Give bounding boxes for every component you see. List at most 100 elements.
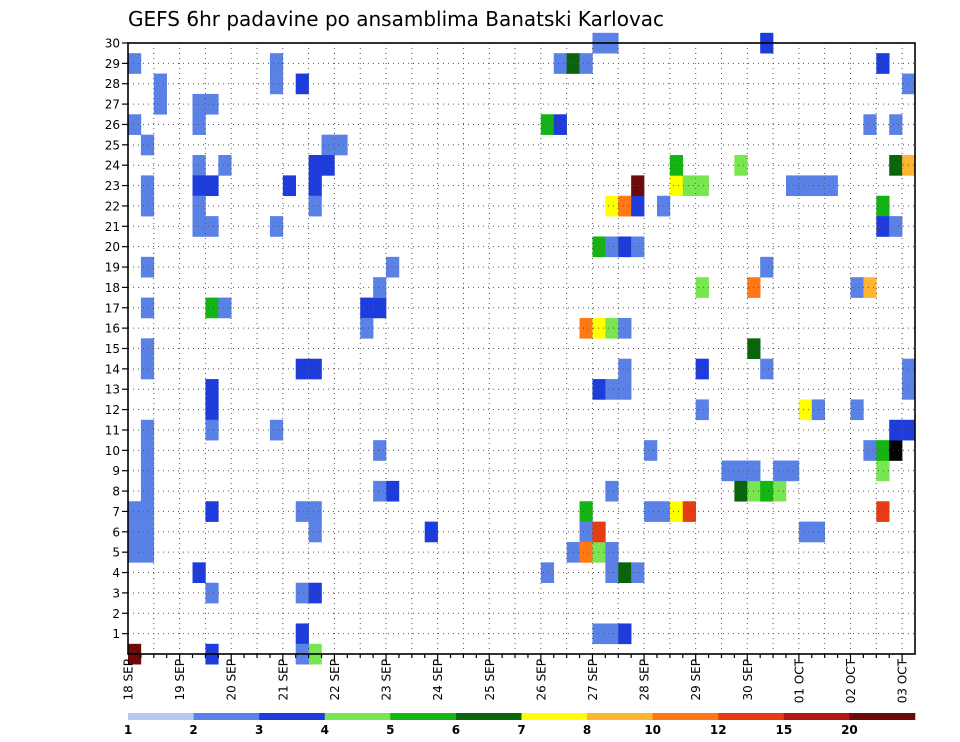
y-tick-label: 12 xyxy=(105,403,120,417)
y-tick-label: 4 xyxy=(112,566,120,580)
heatmap-cell xyxy=(269,73,284,95)
heatmap-cell xyxy=(140,440,155,461)
x-tick-label: 28 SEP xyxy=(638,659,652,701)
y-tick-label: 16 xyxy=(105,322,120,336)
heatmap-cell xyxy=(540,562,555,584)
heatmap-cell xyxy=(785,175,800,197)
heatmap-cell xyxy=(682,501,696,522)
x-tick-label: 18 SEP xyxy=(122,659,136,701)
y-tick-label: 27 xyxy=(105,98,120,112)
x-tick-label: 30 SEP xyxy=(741,659,755,701)
legend-swatch xyxy=(718,713,785,720)
heatmap-cell xyxy=(373,440,387,461)
heatmap-cell xyxy=(644,501,658,522)
heatmap-cell xyxy=(128,114,142,135)
legend-swatch xyxy=(521,713,588,720)
legend-level-label: 4 xyxy=(321,723,329,737)
heatmap-cell xyxy=(592,317,606,339)
heatmap-cell xyxy=(140,134,155,156)
heatmap-cell xyxy=(540,114,555,135)
heatmap-cell xyxy=(863,114,877,135)
y-tick-label: 25 xyxy=(105,138,120,152)
legend-swatch xyxy=(193,713,260,720)
heatmap-cell xyxy=(360,317,374,339)
x-tick-label: 27 SEP xyxy=(586,659,600,701)
legend-swatch xyxy=(587,713,653,720)
heatmap-cell xyxy=(218,155,232,176)
heatmap-cell xyxy=(140,501,155,522)
heatmap-cell xyxy=(631,195,645,217)
heatmap-cell xyxy=(140,419,155,441)
heatmap-cell xyxy=(682,175,696,197)
heatmap-cell xyxy=(695,175,709,197)
heatmap-cell xyxy=(889,216,903,237)
heatmap-cell xyxy=(386,256,400,278)
y-tick-label: 26 xyxy=(105,118,120,132)
y-tick-label: 11 xyxy=(105,423,120,437)
heatmap-cell xyxy=(295,358,309,380)
heatmap-cell xyxy=(695,399,709,421)
heatmap-cell xyxy=(205,582,219,604)
heatmap-cell xyxy=(644,440,658,461)
heatmap-cell xyxy=(192,175,206,197)
heatmap-cell xyxy=(760,480,774,502)
chart-title: GEFS 6hr padavine po ansamblima Banatski… xyxy=(128,7,664,31)
heatmap-cell xyxy=(140,358,155,380)
y-tick-label: 29 xyxy=(105,57,120,71)
x-axis: 18 SEP 19 SEP 20 SEP 21 SEP 22 SEP 23 SEP 24 S… xyxy=(122,654,910,703)
legend-level-label: 2 xyxy=(189,723,197,737)
heatmap-cell xyxy=(889,155,903,176)
heatmap-cell xyxy=(669,175,684,197)
heatmap-cell xyxy=(605,623,619,645)
heatmap-cell xyxy=(205,379,219,400)
x-tick-label: 26 SEP xyxy=(534,659,548,701)
plot-grid xyxy=(128,43,915,654)
x-tick-label: 29 SEP xyxy=(689,659,703,701)
color-legend: 1 2 3 4 5 6 7 8 10 12 15 20 xyxy=(124,713,916,737)
heatmap-cell xyxy=(850,277,864,298)
heatmap-cell xyxy=(579,541,593,563)
y-tick-label: 9 xyxy=(112,464,120,478)
plot-frame xyxy=(127,42,916,655)
heatmap-cell xyxy=(798,521,813,543)
legend-level-label: 7 xyxy=(517,723,525,737)
heatmap-cell xyxy=(308,582,322,604)
heatmap-cells xyxy=(128,32,916,665)
heatmap-cell xyxy=(128,541,142,563)
heatmap-cell xyxy=(695,358,709,380)
heatmap-cell xyxy=(218,297,232,319)
heatmap-cell xyxy=(140,521,155,543)
y-tick-label: 19 xyxy=(105,261,120,275)
heatmap-cell xyxy=(128,521,142,543)
y-tick-label: 10 xyxy=(105,444,120,458)
heatmap-cell xyxy=(592,236,606,258)
heatmap-cell xyxy=(192,195,206,217)
heatmap-cell xyxy=(773,480,787,502)
y-tick-label: 20 xyxy=(105,240,120,254)
x-tick-label: 21 SEP xyxy=(276,659,290,701)
heatmap-cell xyxy=(592,541,606,563)
heatmap-cell xyxy=(140,541,155,563)
y-tick-label: 1 xyxy=(112,627,120,641)
heatmap-cell xyxy=(760,358,774,380)
heatmap-cell xyxy=(308,175,322,197)
heatmap-cell xyxy=(334,134,348,156)
legend-level-label: 20 xyxy=(841,723,858,737)
x-tick-label: 01 OCT xyxy=(792,658,806,703)
heatmap-cell xyxy=(308,521,322,543)
heatmap-cell xyxy=(269,419,284,441)
legend-swatch xyxy=(455,713,522,720)
heatmap-cell xyxy=(579,521,593,543)
heatmap-cell xyxy=(269,53,284,74)
heatmap-cell xyxy=(734,480,748,502)
heatmap-cell xyxy=(424,521,438,543)
heatmap-cell xyxy=(618,358,632,380)
heatmap-cell xyxy=(153,73,167,95)
y-tick-label: 8 xyxy=(112,485,120,499)
legend-level-label: 1 xyxy=(124,723,132,737)
heatmap-cell xyxy=(785,460,800,482)
legend-swatch xyxy=(390,713,457,720)
heatmap-cell xyxy=(889,419,903,441)
heatmap-cell xyxy=(889,440,903,461)
